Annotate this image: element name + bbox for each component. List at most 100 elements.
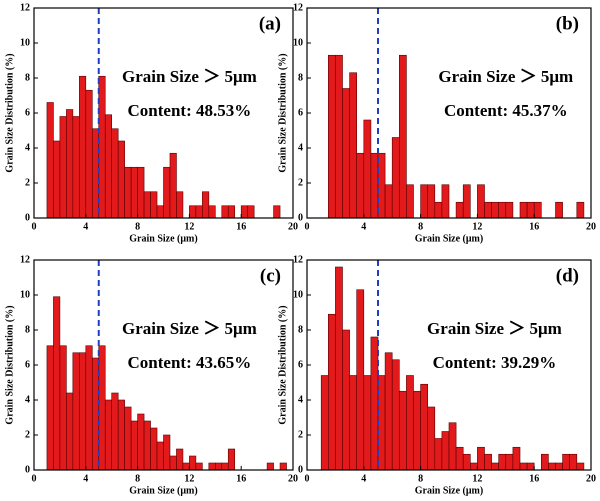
bar [377, 152, 386, 219]
x-tick-label: 20 [586, 473, 596, 484]
y-tick-label: 2 [25, 177, 30, 188]
x-tick-label: 4 [361, 473, 366, 484]
bar [169, 152, 177, 219]
bar [363, 119, 372, 219]
bar [104, 399, 112, 471]
y-tick-label: 8 [298, 324, 303, 335]
bar [117, 140, 125, 219]
bar [498, 453, 507, 471]
y-tick-label: 6 [25, 107, 30, 118]
panel-label: (c) [260, 265, 281, 286]
bar [349, 72, 358, 219]
bar [356, 289, 365, 471]
bar [53, 296, 61, 471]
bar [526, 462, 535, 471]
panel-label: (b) [556, 13, 579, 34]
bar [273, 205, 281, 219]
bar [562, 453, 570, 471]
y-tick-label: 0 [298, 464, 303, 475]
annotation: Grain Size ＞ 5μm [427, 319, 562, 338]
bar [327, 313, 336, 471]
bar [363, 375, 372, 471]
bar [279, 462, 287, 471]
x-tick-label: 20 [288, 221, 298, 232]
bar [576, 201, 585, 219]
x-tick-label: 8 [135, 473, 140, 484]
bar [462, 184, 471, 219]
bar [427, 184, 436, 219]
y-tick-label: 10 [293, 37, 303, 48]
annotation: Grain Size ＞ 5μm [122, 319, 257, 338]
bar [377, 375, 386, 471]
bar [189, 205, 197, 219]
x-axis-label: Grain Size (μm) [415, 233, 483, 244]
y-tick-label: 6 [298, 107, 303, 118]
bar [484, 453, 492, 471]
bar [195, 462, 203, 471]
bar [150, 427, 158, 471]
panel-label: (a) [259, 13, 281, 34]
y-tick-label: 4 [25, 142, 30, 153]
bar [202, 191, 210, 219]
bar [398, 54, 407, 219]
y-tick-label: 12 [293, 254, 303, 265]
bar [150, 191, 158, 219]
y-axis-label: Grain Size Distribution (%) [4, 53, 15, 172]
bar [53, 140, 61, 219]
bar [72, 352, 80, 471]
bar [441, 184, 450, 219]
bar [434, 201, 443, 219]
bar [111, 128, 119, 219]
x-axis-label: Grain Size (μm) [129, 233, 197, 244]
bar [66, 392, 74, 471]
bar [462, 453, 471, 471]
x-tick-label: 16 [529, 221, 539, 232]
bar [59, 116, 67, 219]
y-tick-label: 4 [298, 394, 303, 405]
y-tick-label: 4 [298, 142, 303, 153]
bar [469, 462, 478, 471]
y-tick-label: 12 [20, 254, 30, 265]
bar [384, 352, 393, 471]
bar [519, 462, 528, 471]
bar [555, 462, 563, 471]
bar [420, 383, 429, 471]
annotation: Content: 48.53% [128, 101, 252, 120]
y-tick-label: 6 [25, 359, 30, 370]
bar [208, 205, 216, 219]
bar [491, 462, 500, 471]
x-tick-label: 16 [236, 221, 246, 232]
x-tick-label: 8 [135, 221, 140, 232]
bar [215, 462, 223, 471]
bar [163, 434, 171, 471]
bar [441, 431, 450, 471]
x-tick-label: 8 [418, 221, 423, 232]
bar [384, 184, 393, 219]
x-tick-label: 0 [305, 221, 310, 232]
y-tick-label: 0 [298, 212, 303, 223]
x-tick-label: 16 [236, 473, 246, 484]
bar [455, 201, 464, 219]
bar [477, 446, 485, 471]
bar [406, 184, 414, 219]
bar [130, 166, 138, 219]
x-tick-label: 4 [361, 221, 366, 232]
bar [370, 336, 379, 471]
bar [124, 166, 132, 219]
bar [434, 438, 443, 471]
y-tick-label: 0 [25, 464, 30, 475]
bar [98, 75, 106, 219]
bar [427, 406, 436, 471]
bar [208, 462, 216, 471]
bar [79, 75, 87, 219]
bar [548, 462, 556, 471]
bar [327, 54, 336, 219]
y-tick-label: 2 [25, 429, 30, 440]
bar [111, 392, 119, 471]
bar [46, 345, 54, 471]
bar [320, 375, 329, 471]
bar [189, 455, 197, 471]
y-tick-label: 12 [293, 2, 303, 13]
bar [505, 201, 514, 219]
